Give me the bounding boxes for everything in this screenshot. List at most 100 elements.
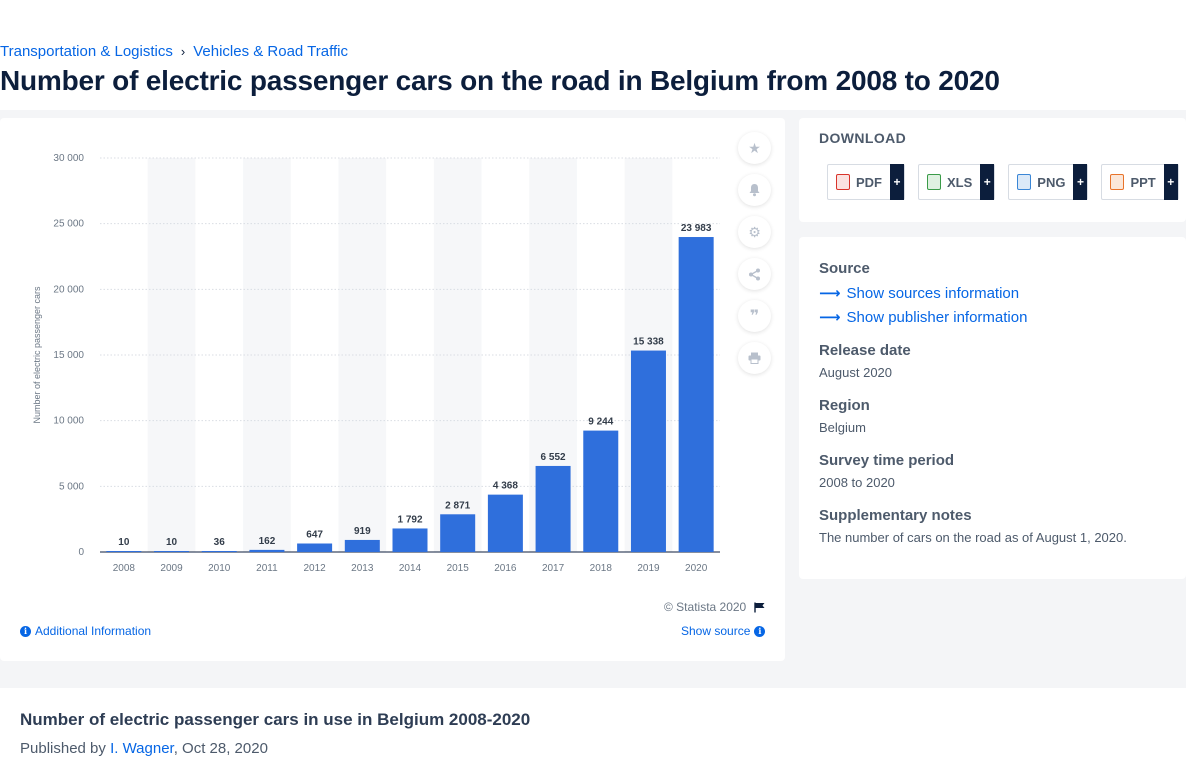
y-tick-label: 25 000 (53, 219, 84, 230)
show-sources-link[interactable]: ⟶ Show sources information (819, 284, 1019, 303)
quote-icon[interactable]: ❞ (738, 300, 771, 332)
download-title: DOWNLOAD (819, 130, 907, 146)
x-tick-label: 2013 (351, 563, 374, 574)
png-file-icon (1017, 174, 1032, 190)
data-label: 10 (166, 537, 178, 548)
star-icon[interactable]: ★ (738, 132, 771, 164)
breadcrumb-separator: › (180, 44, 186, 59)
download-ppt-button[interactable]: PPT + (1101, 164, 1179, 200)
arrow-right-icon: ⟶ (819, 309, 841, 326)
breadcrumb-vehicles[interactable]: Vehicles & Road Traffic (193, 43, 349, 60)
plus-icon: + (1073, 164, 1088, 200)
y-tick-label: 30 000 (53, 153, 84, 164)
bar[interactable] (440, 514, 476, 552)
data-label: 15 338 (633, 337, 664, 348)
x-tick-label: 2008 (113, 563, 136, 574)
download-png-label: PNG (1037, 174, 1066, 190)
x-tick-label: 2020 (685, 563, 708, 574)
x-tick-label: 2015 (447, 563, 470, 574)
x-tick-label: 2018 (590, 563, 613, 574)
statistic-details: Source ⟶ Show sources information ⟶ Show… (799, 237, 1186, 579)
y-tick-label: 0 (78, 547, 84, 558)
bar[interactable] (535, 465, 571, 552)
plus-icon: + (890, 164, 904, 200)
arrow-right-icon: ⟶ (819, 285, 841, 302)
source-heading: Source (819, 260, 870, 277)
y-tick-label: 20 000 (53, 284, 84, 295)
x-tick-label: 2011 (256, 563, 278, 574)
show-source-link[interactable]: Show source i (681, 624, 766, 638)
plus-icon: + (980, 164, 995, 200)
copyright: © Statista 2020 (664, 600, 766, 614)
bar[interactable] (583, 430, 619, 552)
show-publisher-link[interactable]: ⟶ Show publisher information (819, 308, 1028, 327)
y-tick-label: 10 000 (53, 416, 84, 427)
data-label: 36 (214, 537, 226, 548)
y-tick-label: 5 000 (59, 481, 84, 492)
header-area (0, 0, 1186, 110)
download-xls-button[interactable]: XLS + (918, 164, 996, 200)
data-label: 1 792 (397, 514, 422, 525)
region-value: Belgium (819, 420, 866, 435)
show-publisher-label: Show publisher information (846, 308, 1028, 326)
download-xls-label: XLS (947, 174, 973, 190)
share-icon[interactable] (738, 258, 771, 290)
bar[interactable] (106, 551, 142, 552)
ppt-file-icon (1110, 174, 1125, 190)
bar[interactable] (487, 494, 523, 552)
bar[interactable] (344, 539, 380, 552)
plus-icon: + (1163, 164, 1178, 200)
published-by: Published by I. Wagner, Oct 28, 2020 (20, 740, 268, 757)
download-buttons: PDF + XLS + PNG + PPT + (827, 164, 1179, 200)
data-label: 6 552 (541, 452, 566, 463)
additional-information-label: Additional Information (35, 624, 152, 638)
print-icon[interactable] (738, 342, 771, 374)
published-prefix: Published by (20, 740, 111, 757)
description-card: Number of electric passenger cars in use… (0, 688, 1186, 760)
description-title: Number of electric passenger cars in use… (20, 710, 531, 729)
page-title: Number of electric passenger cars on the… (0, 65, 1000, 96)
x-tick-label: 2017 (542, 563, 565, 574)
breadcrumb-transportation[interactable]: Transportation & Logistics (0, 43, 173, 60)
data-label: 919 (354, 526, 371, 537)
published-date: , Oct 28, 2020 (173, 740, 268, 757)
bar[interactable] (249, 549, 285, 552)
supplementary-notes-heading: Supplementary notes (819, 507, 972, 524)
data-label: 10 (118, 537, 130, 548)
x-tick-label: 2009 (160, 563, 183, 574)
bell-icon[interactable] (738, 174, 771, 206)
y-axis-label: Number of electric passenger cars (32, 286, 42, 424)
gear-icon[interactable]: ⚙ (738, 216, 771, 248)
download-pdf-label: PDF (856, 174, 882, 190)
data-label: 647 (306, 530, 323, 541)
additional-information-link[interactable]: i Additional Information (20, 624, 151, 638)
x-tick-label: 2012 (303, 563, 326, 574)
x-tick-label: 2014 (399, 563, 422, 574)
chart-card: 0 5 000 10 000 15 000 20 000 25 000 30 000 10 1… (0, 118, 785, 661)
data-label: 23 983 (681, 223, 712, 234)
bar[interactable] (392, 528, 428, 552)
column-band (243, 158, 291, 552)
bar[interactable] (678, 237, 714, 553)
data-label: 4 368 (493, 481, 518, 492)
x-tick-label: 2010 (208, 563, 231, 574)
bar[interactable] (201, 551, 237, 552)
copyright-text: © Statista 2020 (664, 600, 747, 614)
download-card: DOWNLOAD PDF + XLS + PNG + PPT + (799, 118, 1186, 222)
download-pdf-button[interactable]: PDF + (827, 164, 905, 200)
release-date-heading: Release date (819, 342, 911, 359)
x-tick-label: 2019 (637, 563, 660, 574)
download-png-button[interactable]: PNG + (1008, 164, 1089, 200)
flag-icon[interactable] (754, 602, 766, 613)
breadcrumb: Transportation & Logistics › Vehicles & … (0, 43, 348, 60)
author-link[interactable]: I. Wagner (110, 740, 174, 757)
data-label: 2 871 (445, 500, 470, 511)
bar[interactable] (297, 543, 333, 552)
chart-toolbar: ★ ⚙ ❞ (738, 132, 771, 374)
bar[interactable] (154, 551, 190, 552)
survey-period-heading: Survey time period (819, 452, 955, 469)
show-source-label: Show source (681, 624, 751, 638)
xls-file-icon (927, 174, 941, 190)
bar[interactable] (630, 350, 666, 552)
info-icon: i (754, 625, 766, 637)
